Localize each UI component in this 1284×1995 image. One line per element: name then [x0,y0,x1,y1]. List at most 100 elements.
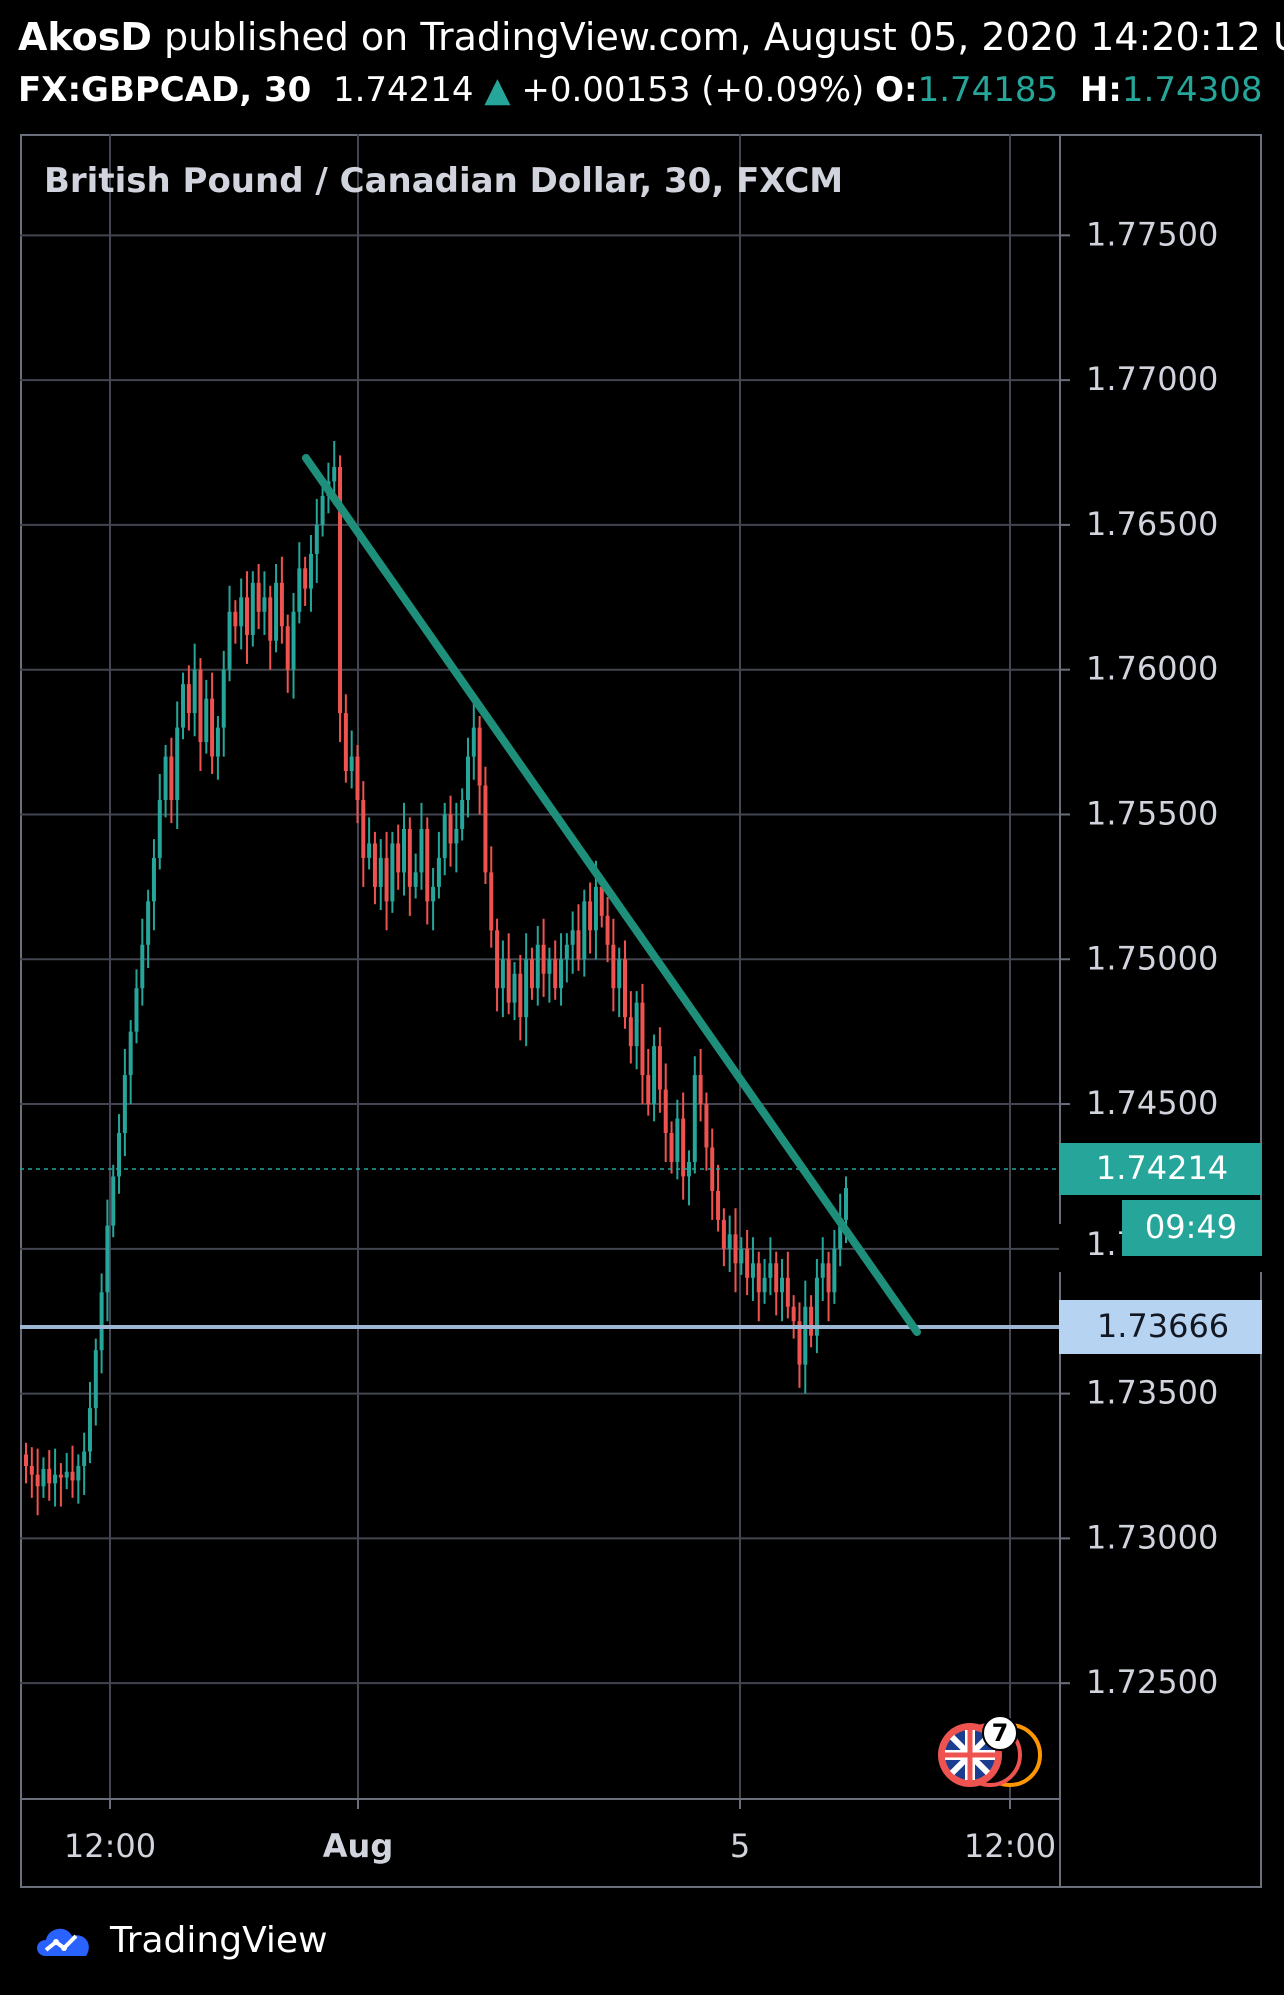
event-count-badge[interactable] [982,1715,1018,1751]
candle-body [204,698,209,743]
candle-body [279,582,284,627]
candle-body [402,828,407,873]
candle-body [704,1104,709,1148]
candle-body [291,611,296,670]
candle-body [47,1468,52,1484]
candle-body [175,727,180,800]
candle-body [710,1147,715,1191]
tradingview-footer[interactable]: TradingView [32,1915,328,1965]
candle-body [192,669,197,714]
candle-body [303,568,308,589]
candle-body [547,959,552,974]
published-text: published on TradingView.com, August 05,… [151,15,1284,59]
candle-body [750,1263,755,1278]
candle-body [721,1219,726,1249]
candle-body [221,669,226,728]
candle-body [256,582,261,612]
candle-body [361,800,366,858]
candle-body [593,886,598,931]
trend-line[interactable] [302,454,921,1336]
open-label: O: [875,70,918,110]
price-change: +0.00153 (+0.09%) [521,70,865,110]
candle-body [140,944,145,989]
candle-body [239,597,244,627]
candle-body [518,973,523,1018]
candle-body [611,944,616,989]
tradingview-cloud-icon [37,1928,89,1956]
candle-body [762,1277,767,1293]
price-tick-label: 1.77000 [1086,360,1218,398]
candle-body [785,1277,790,1307]
price-tick-label: 1.74500 [1086,1084,1218,1122]
horizontal-level-tag-label: 1.73666 [1097,1307,1229,1345]
candle-body [419,828,424,873]
candle-body [285,626,290,670]
candle-body [780,1277,785,1293]
time-axis[interactable]: 12:00 Aug 5 12:00 [64,1799,1056,1865]
candle-body [338,467,343,714]
candle-body [646,1075,651,1105]
price-tick-label: 1.73500 [1086,1374,1218,1412]
candle-body [122,1075,127,1133]
candle-body [838,1219,843,1249]
candle-body [814,1277,819,1336]
candle-body [169,756,174,800]
candle-body [41,1468,46,1487]
candle-body [93,1350,98,1409]
last-price: 1.74214 [332,70,474,110]
candle-body [425,828,430,902]
candle-body [227,611,232,670]
candle-body [553,959,558,989]
candle-body [477,727,482,786]
candle-body [70,1471,75,1481]
candle-body [570,930,575,945]
high-label: H: [1079,70,1122,110]
candle-body [657,1046,662,1090]
author-name[interactable]: AkosD [18,15,152,59]
candle-body [535,944,540,989]
candle-body [564,944,569,960]
candle-body [35,1474,40,1487]
candle-body [756,1263,761,1293]
candle-body [250,582,255,635]
candle-body [349,756,354,772]
price-axis[interactable]: 1.77500 1.77000 1.76500 1.76000 1.75500 1.750… [1060,215,1218,1701]
symbol-label[interactable]: FX:GBPCAD, 30 [18,70,312,110]
price-tick-label: 1.72500 [1086,1663,1218,1701]
candle-body [669,1133,674,1162]
candle-body [297,568,302,612]
current-price-tag-label: 1.74214 [1096,1149,1228,1187]
price-tick-label: 1.76500 [1086,505,1218,543]
candle-body [332,467,337,482]
candle-body [436,857,441,887]
candle-body [844,1188,848,1220]
candle-body [483,785,488,873]
price-tick-label: 1.75500 [1086,794,1218,832]
candle-body [465,756,470,800]
candle-body [210,698,215,757]
price-tick-label: 1.76000 [1086,650,1218,688]
candle-body [384,857,389,902]
candle-body [628,1017,633,1047]
countdown-label: 09:49 [1145,1208,1237,1246]
high-value: 1.74308 [1121,70,1263,110]
candle-body [471,727,476,757]
candle-body [588,901,593,931]
candle-body [29,1466,34,1475]
symbol-info-bar: FX:GBPCAD, 30 1.74214 ▲ +0.00153 (+0.09%… [18,68,1284,112]
price-tick-label: 1.75000 [1086,939,1218,977]
events-badge[interactable]: 7 [938,1715,1042,1787]
time-tick-label: Aug [323,1827,393,1865]
time-tick-label: 12:00 [64,1827,156,1865]
candle-body [506,959,511,1003]
candle-body [529,959,534,989]
candle-body [343,713,348,772]
countdown-tag [1122,1200,1262,1256]
publish-info: AkosD published on TradingView.com, Augu… [18,14,1284,60]
candle-body [634,1002,639,1047]
candle-body [157,800,162,858]
candle-body [413,872,418,887]
candle-body [99,1292,104,1351]
time-tick-label: 12:00 [964,1827,1056,1865]
